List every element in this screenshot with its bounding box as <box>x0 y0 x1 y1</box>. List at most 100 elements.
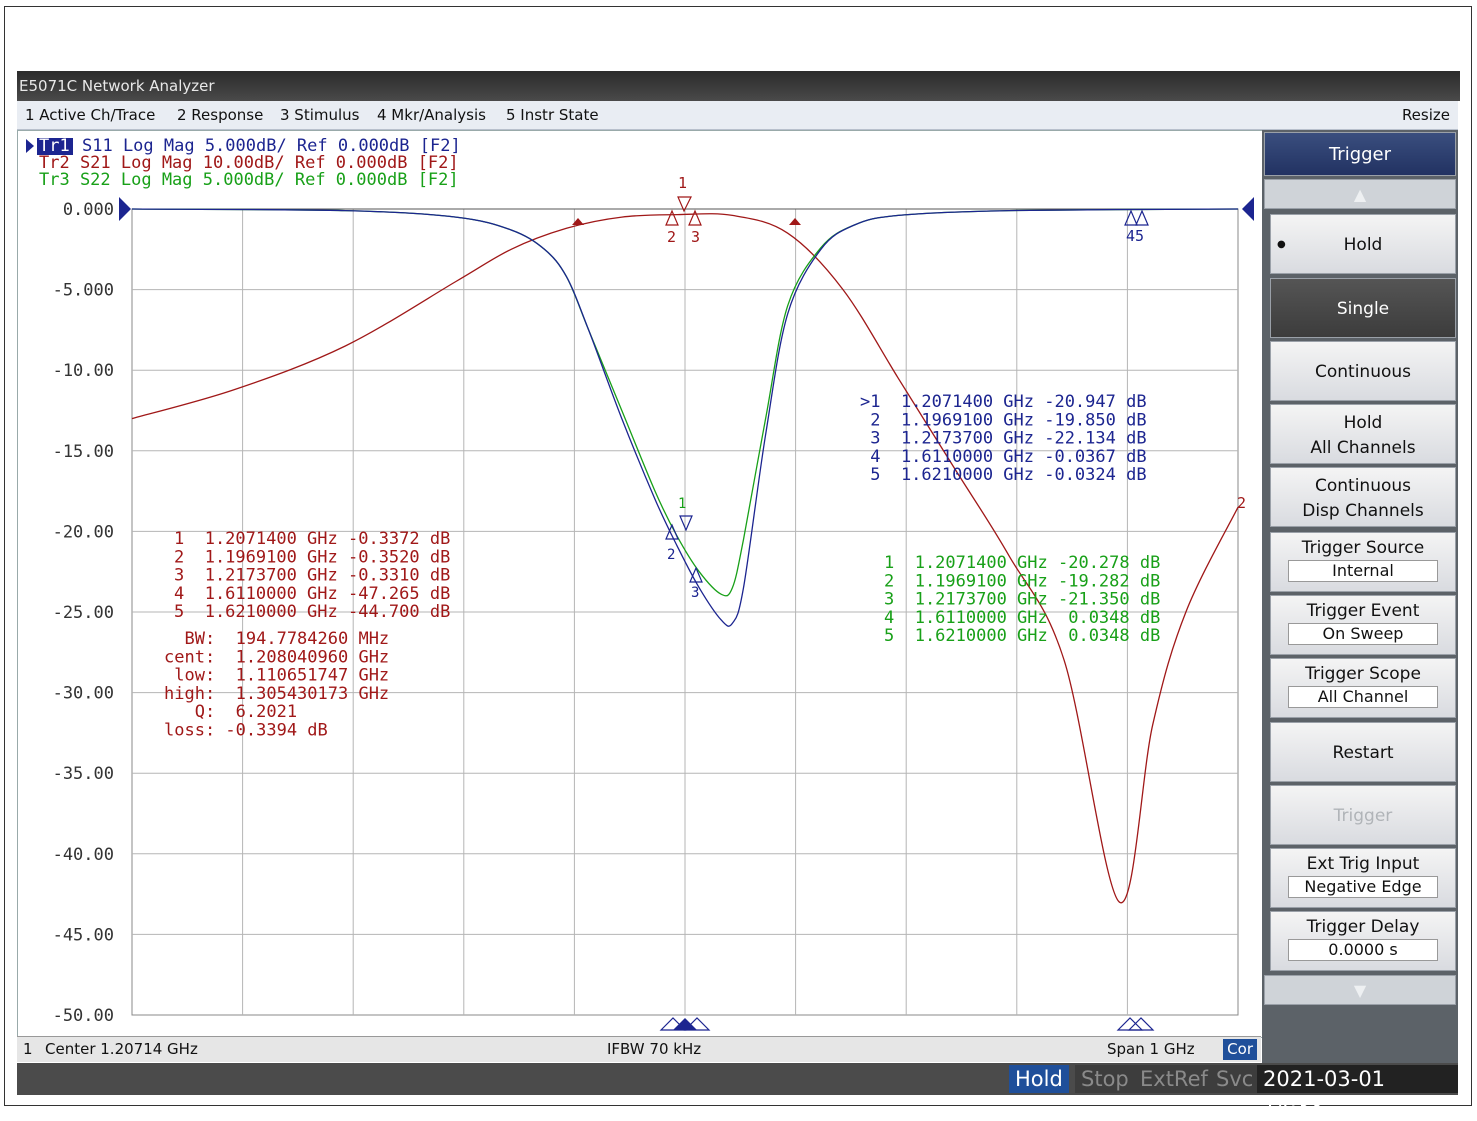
stimulus-marker-3-icon <box>683 1017 711 1031</box>
tr1-label[interactable]: Tr1 <box>39 136 70 156</box>
y-axis-ticks: 0.000 -5.000 -10.00 -15.00 -20.00 -25.00 -30.0… <box>53 200 114 1026</box>
y-tick-label: -35.00 <box>53 764 114 784</box>
window-title: E5071C Network Analyzer <box>17 71 1460 101</box>
center-frequency[interactable]: Center 1.20714 GHz <box>45 1040 198 1058</box>
bw-stat-row: Q: 6.2021 <box>164 702 297 722</box>
channel-number: 1 <box>23 1040 33 1058</box>
s11-marker-row: 5 1.6210000 GHz -0.0324 dB <box>860 465 1147 485</box>
menu-instr-state[interactable]: 5 Instr State <box>506 106 599 124</box>
s22-marker-row: 2 1.1969100 GHz -19.282 dB <box>884 571 1160 591</box>
s21-marker-2-icon <box>665 209 679 226</box>
stimulus-marker-5-icon <box>1127 1017 1155 1031</box>
menu-resize[interactable]: Resize <box>1401 106 1450 124</box>
span-value[interactable]: Span 1 GHz <box>1107 1040 1195 1058</box>
menu-bar: 1 Active Ch/Trace 2 Response 3 Stimulus … <box>17 101 1458 130</box>
menu-active-ch-trace[interactable]: 1 Active Ch/Trace <box>25 106 156 124</box>
s11-marker-3-label: 3 <box>691 585 699 601</box>
hold-status: Hold <box>1009 1065 1069 1093</box>
softkey-menu-title: Trigger <box>1264 132 1456 176</box>
softkey-restart[interactable]: Restart <box>1270 722 1456 782</box>
softkey-hold[interactable]: ● Hold <box>1270 214 1456 274</box>
s21-marker-row: 3 1.2173700 GHz -0.3310 dB <box>174 566 450 586</box>
s21-marker-row: 2 1.1969100 GHz -0.3520 dB <box>174 547 450 567</box>
menu-response[interactable]: 2 Response <box>177 106 264 124</box>
s11-marker-table: >1 1.2071400 GHz -20.947 dB 2 1.1969100 … <box>860 392 1147 485</box>
stop-status: Stop <box>1075 1065 1135 1093</box>
tr1-settings[interactable]: S11 Log Mag 5.000dB/ Ref 0.000dB [F2] <box>82 136 461 156</box>
softkey-trigger-delay[interactable]: Trigger Delay 0.0000 s <box>1270 911 1456 971</box>
instrument-status-bar: Hold Stop ExtRef Svc 2021-03-01 14:33 <box>17 1063 1458 1119</box>
s21-marker-1-icon <box>677 196 692 213</box>
s21-marker-3-label: 3 <box>691 228 700 246</box>
trace-s11-line <box>131 208 1239 627</box>
svc-status: Svc <box>1210 1065 1260 1093</box>
menu-stimulus[interactable]: 3 Stimulus <box>280 106 360 124</box>
s11-marker-row: >1 1.2071400 GHz -20.947 dB <box>860 392 1147 412</box>
measurement-display[interactable]: 0.000 -5.000 -10.00 -15.00 -20.00 -25.00 -30.0… <box>17 130 1263 1038</box>
radio-selected-icon: ● <box>1277 239 1286 250</box>
softkey-hold-all-line2: All Channels <box>1310 438 1416 458</box>
s11-marker-row: 4 1.6110000 GHz -0.0367 dB <box>860 447 1147 467</box>
s11-marker-3-icon <box>689 566 703 583</box>
y-tick-label: -5.000 <box>53 281 114 301</box>
menu-mkr-analysis[interactable]: 4 Mkr/Analysis <box>377 106 486 124</box>
softkey-scroll-up[interactable]: ▲ <box>1264 179 1456 209</box>
tr1-highlight <box>37 138 73 155</box>
s21-marker-2-label: 2 <box>667 228 676 246</box>
s22-marker-row: 3 1.2173700 GHz -21.350 dB <box>884 590 1160 610</box>
triangle-up-icon: ▲ <box>1353 185 1367 204</box>
s22-marker-row: 1 1.2071400 GHz -20.278 dB <box>884 553 1160 573</box>
ext-trig-label: Ext Trig Input <box>1306 854 1420 874</box>
s11-marker-1-icon <box>679 515 693 532</box>
tr2-settings[interactable]: Tr2 S21 Log Mag 10.00dB/ Ref 0.000dB [F2… <box>39 153 459 173</box>
correction-badge: Cor <box>1223 1039 1257 1060</box>
softkey-trigger-scope[interactable]: Trigger Scope All Channel <box>1270 658 1456 718</box>
trigger-source-value: Internal <box>1288 560 1438 582</box>
y-tick-label: 0.000 <box>63 200 114 220</box>
y-tick-label: -45.00 <box>53 925 114 945</box>
softkey-trigger-source[interactable]: Trigger Source Internal <box>1270 532 1456 592</box>
trace-plot[interactable]: 0.000 -5.000 -10.00 -15.00 -20.00 -25.00 -30.0… <box>18 131 1262 1037</box>
s21-marker-row: 1 1.2071400 GHz -0.3372 dB <box>174 529 450 549</box>
s21-bandwidth-high-flag-icon <box>789 218 801 225</box>
s22-marker-row: 5 1.6210000 GHz 0.0348 dB <box>884 626 1160 646</box>
s21-bandwidth-low-flag-icon <box>572 218 584 225</box>
s21-marker-table: 1 1.2071400 GHz -0.3372 dB2 1.1969100 GH… <box>174 529 450 622</box>
s21-trace-end-label: 2 <box>1237 494 1246 512</box>
reference-right-marker-icon <box>1242 197 1254 221</box>
softkey-scroll-down[interactable]: ▼ <box>1264 975 1456 1005</box>
triangle-down-icon: ▼ <box>1353 981 1367 1000</box>
softkey-single[interactable]: Single <box>1270 278 1456 338</box>
y-tick-label: -40.00 <box>53 845 114 865</box>
s21-marker-row: 4 1.6110000 GHz -47.265 dB <box>174 584 450 604</box>
s21-marker-3-icon <box>688 209 702 226</box>
extref-status: ExtRef <box>1134 1065 1214 1093</box>
bw-stat-row: loss: -0.3394 dB <box>164 721 328 741</box>
y-tick-label: -20.00 <box>53 522 114 542</box>
date-time: 2021-03-01 14:33 <box>1257 1065 1458 1119</box>
softkey-ext-trig-input[interactable]: Ext Trig Input Negative Edge <box>1270 848 1456 908</box>
softkey-continuous[interactable]: Continuous <box>1270 341 1456 401</box>
trigger-delay-value: 0.0000 s <box>1288 939 1438 961</box>
softkey-trigger[interactable]: Trigger <box>1270 785 1456 845</box>
s11-marker-row: 2 1.1969100 GHz -19.850 dB <box>860 410 1147 430</box>
channel-status-bar: 1 Center 1.20714 GHz IFBW 70 kHz Span 1 … <box>17 1036 1261 1062</box>
y-tick-label: -50.00 <box>53 1006 114 1026</box>
tr3-settings[interactable]: Tr3 S22 Log Mag 5.000dB/ Ref 0.000dB [F2… <box>39 170 459 190</box>
softkey-hold-all-channels[interactable]: Hold All Channels <box>1270 404 1456 464</box>
reference-left-marker-icon <box>119 197 131 221</box>
s11-marker-45-label: 45 <box>1126 227 1144 245</box>
trigger-scope-label: Trigger Scope <box>1305 664 1421 684</box>
ifbw-value[interactable]: IFBW 70 kHz <box>607 1040 702 1058</box>
active-trace-pointer-icon <box>26 139 34 153</box>
softkey-trigger-event[interactable]: Trigger Event On Sweep <box>1270 595 1456 655</box>
softkey-cont-disp-line2: Disp Channels <box>1302 501 1424 521</box>
s11-marker-row: 3 1.2173700 GHz -22.134 dB <box>860 429 1147 449</box>
softkey-continuous-disp-channels[interactable]: Continuous Disp Channels <box>1270 467 1456 527</box>
bw-stat-row: BW: 194.7784260 MHz <box>164 629 389 649</box>
s21-marker-1-label: 1 <box>678 174 687 192</box>
s11-marker-5-icon <box>1135 209 1149 226</box>
s21-marker-row: 5 1.6210000 GHz -44.700 dB <box>174 602 450 622</box>
s11-marker-2-label: 2 <box>667 547 675 563</box>
